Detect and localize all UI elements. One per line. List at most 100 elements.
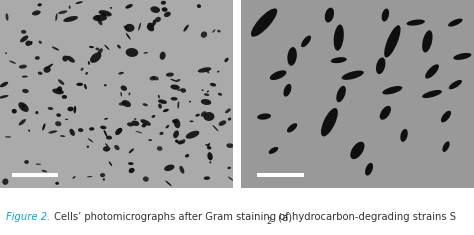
- Ellipse shape: [99, 10, 112, 16]
- Ellipse shape: [177, 89, 183, 91]
- Ellipse shape: [149, 76, 156, 81]
- Ellipse shape: [65, 119, 68, 120]
- Ellipse shape: [38, 71, 43, 75]
- Ellipse shape: [129, 148, 134, 153]
- Ellipse shape: [35, 56, 40, 60]
- Ellipse shape: [103, 146, 110, 152]
- Ellipse shape: [224, 58, 228, 62]
- Ellipse shape: [37, 3, 42, 6]
- Ellipse shape: [62, 55, 68, 62]
- Ellipse shape: [100, 126, 107, 129]
- Ellipse shape: [175, 140, 179, 143]
- Ellipse shape: [201, 111, 206, 117]
- Ellipse shape: [453, 53, 472, 60]
- Ellipse shape: [56, 87, 62, 92]
- Ellipse shape: [73, 106, 76, 114]
- Ellipse shape: [103, 178, 105, 181]
- Ellipse shape: [204, 93, 210, 96]
- Ellipse shape: [109, 161, 112, 166]
- Ellipse shape: [128, 168, 135, 173]
- Ellipse shape: [106, 136, 112, 140]
- Ellipse shape: [52, 47, 59, 51]
- Ellipse shape: [18, 102, 29, 112]
- Ellipse shape: [117, 45, 121, 49]
- Ellipse shape: [94, 15, 100, 19]
- Ellipse shape: [21, 104, 26, 108]
- Ellipse shape: [18, 119, 26, 125]
- Ellipse shape: [182, 139, 185, 144]
- Ellipse shape: [55, 13, 57, 21]
- Ellipse shape: [198, 67, 211, 73]
- Ellipse shape: [219, 120, 226, 126]
- Ellipse shape: [52, 89, 64, 94]
- Ellipse shape: [181, 88, 186, 93]
- Text: (a): (a): [274, 212, 292, 222]
- Ellipse shape: [12, 109, 17, 114]
- Text: 2: 2: [266, 217, 271, 226]
- Ellipse shape: [185, 154, 189, 157]
- Ellipse shape: [206, 70, 210, 73]
- Ellipse shape: [22, 89, 29, 93]
- Ellipse shape: [125, 4, 133, 9]
- Ellipse shape: [186, 131, 200, 139]
- Ellipse shape: [158, 104, 162, 109]
- Ellipse shape: [62, 95, 67, 99]
- Ellipse shape: [163, 109, 169, 112]
- Ellipse shape: [155, 17, 161, 22]
- Ellipse shape: [100, 173, 105, 177]
- Ellipse shape: [38, 41, 42, 44]
- Ellipse shape: [376, 57, 385, 74]
- Ellipse shape: [36, 164, 41, 165]
- Ellipse shape: [448, 19, 463, 27]
- Ellipse shape: [176, 79, 181, 82]
- Ellipse shape: [127, 122, 134, 126]
- Ellipse shape: [128, 162, 134, 165]
- Ellipse shape: [148, 139, 152, 141]
- Ellipse shape: [48, 130, 57, 133]
- Ellipse shape: [104, 130, 107, 137]
- Ellipse shape: [142, 123, 146, 127]
- Ellipse shape: [269, 147, 278, 154]
- Ellipse shape: [24, 160, 29, 164]
- Ellipse shape: [26, 40, 31, 46]
- Ellipse shape: [166, 73, 174, 77]
- Ellipse shape: [56, 113, 61, 117]
- Ellipse shape: [9, 61, 16, 64]
- Ellipse shape: [287, 123, 297, 133]
- Ellipse shape: [217, 30, 220, 32]
- Ellipse shape: [442, 141, 450, 152]
- Ellipse shape: [158, 95, 160, 98]
- Ellipse shape: [101, 12, 105, 16]
- Ellipse shape: [207, 90, 209, 93]
- Ellipse shape: [401, 129, 408, 142]
- Ellipse shape: [143, 103, 148, 106]
- Ellipse shape: [120, 86, 127, 91]
- Ellipse shape: [425, 64, 439, 79]
- Ellipse shape: [19, 65, 27, 69]
- Ellipse shape: [105, 143, 109, 147]
- Ellipse shape: [203, 112, 214, 121]
- Ellipse shape: [147, 23, 154, 28]
- Ellipse shape: [257, 114, 271, 120]
- Ellipse shape: [122, 100, 131, 107]
- Ellipse shape: [384, 25, 401, 58]
- Ellipse shape: [55, 121, 62, 126]
- Ellipse shape: [380, 106, 391, 120]
- Ellipse shape: [157, 146, 163, 151]
- Ellipse shape: [172, 119, 177, 123]
- Ellipse shape: [126, 48, 138, 57]
- Ellipse shape: [325, 8, 334, 23]
- Ellipse shape: [170, 79, 178, 82]
- Ellipse shape: [97, 18, 102, 25]
- Text: Figure 2.: Figure 2.: [6, 212, 50, 222]
- Ellipse shape: [110, 7, 112, 9]
- Ellipse shape: [76, 83, 83, 86]
- Ellipse shape: [78, 128, 83, 132]
- Ellipse shape: [210, 83, 216, 86]
- Bar: [257, 172, 304, 177]
- Ellipse shape: [140, 119, 151, 126]
- Ellipse shape: [88, 61, 90, 65]
- Ellipse shape: [58, 79, 64, 85]
- Ellipse shape: [131, 121, 139, 126]
- Ellipse shape: [321, 108, 338, 137]
